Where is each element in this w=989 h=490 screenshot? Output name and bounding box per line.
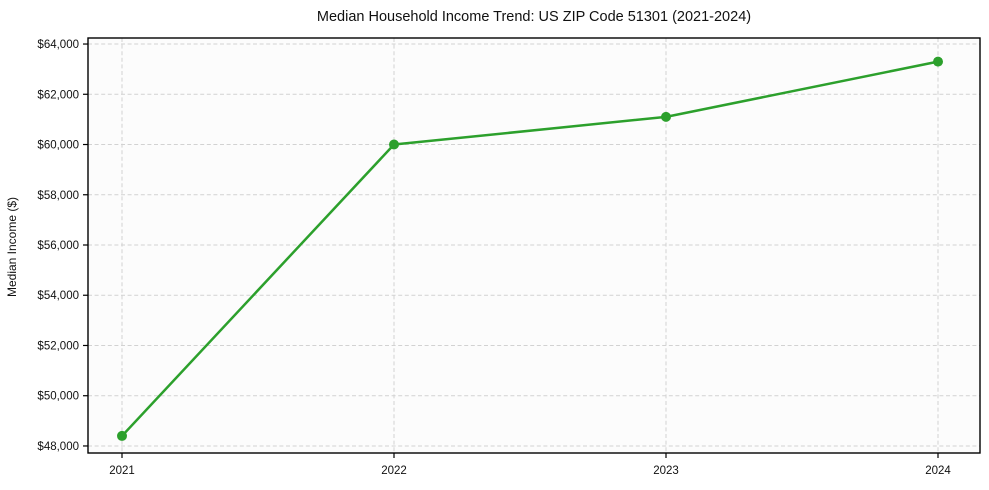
data-point <box>117 430 127 441</box>
y-tick-label: $50,000 <box>37 391 79 403</box>
data-point <box>389 139 399 150</box>
y-tick-label: $62,000 <box>37 89 79 101</box>
chart-title: Median Household Income Trend: US ZIP Co… <box>316 9 752 25</box>
data-point <box>933 56 943 67</box>
y-tick-label: $60,000 <box>37 140 79 152</box>
x-tick-label: 2023 <box>653 465 679 477</box>
plot-background <box>88 38 980 453</box>
x-tick-label: 2024 <box>925 465 951 477</box>
data-point <box>661 111 671 122</box>
y-tick-label: $56,000 <box>37 240 79 252</box>
y-axis-label-text: Median Income ($) <box>5 196 19 298</box>
y-tick-label: $48,000 <box>37 441 79 453</box>
data-line <box>120 60 940 438</box>
y-tick-label: $54,000 <box>37 290 79 302</box>
y-tick-label: $58,000 <box>37 190 79 202</box>
y-tick-label: $64,000 <box>37 39 79 51</box>
y-tick-label: $52,000 <box>37 340 79 352</box>
x-tick-label: 2022 <box>381 465 407 477</box>
x-tick-label: 2021 <box>109 465 135 477</box>
